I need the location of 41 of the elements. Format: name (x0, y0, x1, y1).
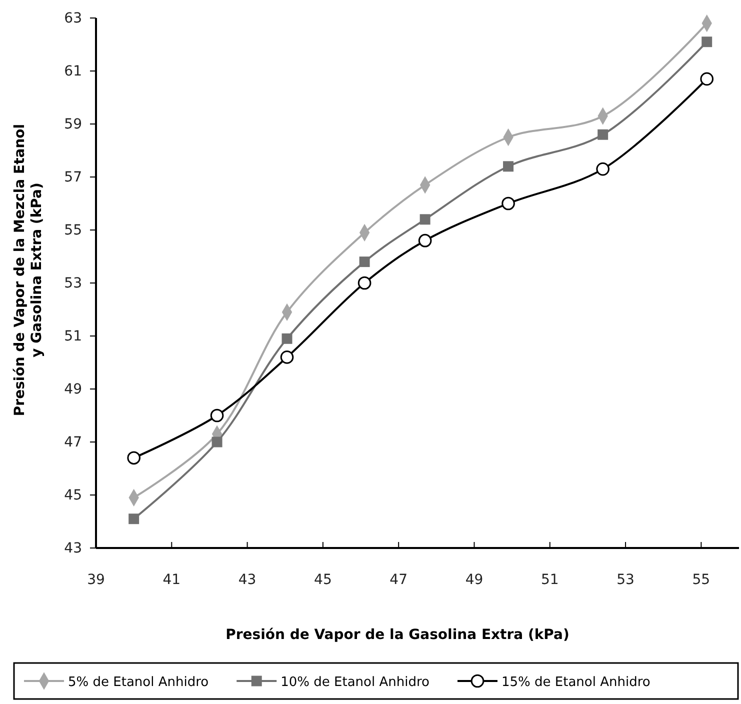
point (502, 196, 515, 210)
point (210, 408, 224, 422)
point (503, 161, 514, 172)
x-tick-label: 51 (540, 572, 559, 588)
point (420, 214, 430, 225)
y-tick-label: 57 (64, 169, 82, 186)
point (127, 451, 140, 465)
legend-label: 15% de Etanol Anhidro (501, 675, 650, 690)
y-tick-label: 61 (64, 63, 82, 80)
point (702, 36, 712, 48)
point (358, 276, 372, 290)
x-tick-label: 39 (87, 572, 105, 588)
point (700, 72, 714, 86)
y-tick-label: 55 (64, 222, 82, 238)
x-axis-title: Presión de Vapor de la Gasolina Extra (kPa) (226, 627, 570, 643)
x-tick-label: 49 (465, 572, 484, 588)
y-tick-label: 63 (64, 10, 82, 26)
point (282, 333, 292, 344)
y-tick-label: 53 (64, 275, 82, 292)
point (598, 129, 608, 140)
point (280, 350, 294, 364)
y-axis-title: Presión de Vapor de la Mezcla Etanol y Gasolina Extra (kPa) (12, 124, 45, 416)
x-tick-label: 43 (238, 572, 256, 588)
x-tick-label: 45 (314, 572, 332, 588)
point (596, 162, 610, 176)
y-tick-label: 59 (64, 116, 82, 132)
x-tick-label: 41 (162, 572, 181, 588)
legend-label: 5% de Etanol Anhidro (68, 675, 209, 690)
y-tick-label: 45 (64, 487, 82, 504)
y-tick-label: 49 (64, 381, 82, 398)
x-tick-label: 47 (390, 572, 408, 588)
y-tick-label: 51 (64, 328, 82, 344)
y-tick-label: 43 (64, 540, 82, 556)
point (359, 256, 370, 268)
x-tick-label: 53 (616, 572, 634, 588)
x-tick-label: 55 (692, 572, 710, 588)
point (418, 234, 432, 248)
point (128, 514, 140, 524)
y-tick-label: 47 (64, 434, 82, 450)
point (212, 436, 222, 448)
legend-label: 10% de Etanol Anhidro (280, 675, 430, 690)
